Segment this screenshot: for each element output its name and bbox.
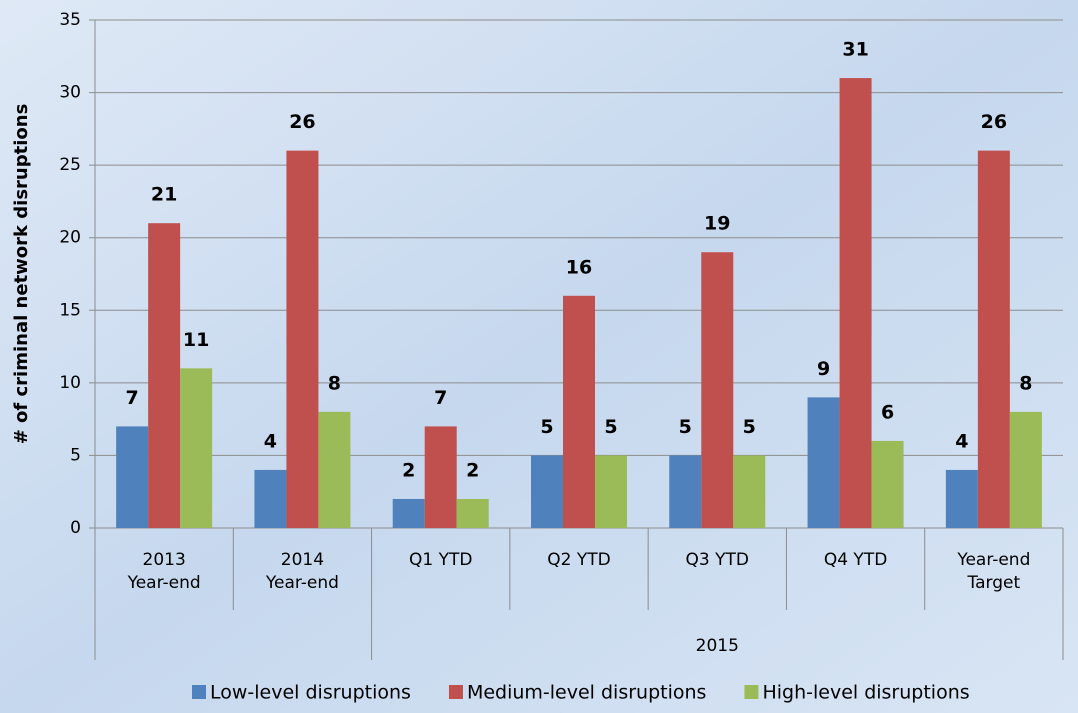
data-label: 11: [183, 329, 209, 351]
bar: [977, 150, 1010, 528]
y-tick-label: 25: [59, 155, 81, 175]
bar: [392, 498, 425, 528]
bar: [286, 150, 319, 528]
data-label: 26: [289, 111, 315, 133]
bar: [318, 411, 351, 528]
bar: [733, 455, 766, 528]
y-tick-label: 35: [59, 10, 81, 30]
data-label: 19: [704, 213, 730, 235]
data-label: 31: [842, 39, 868, 61]
y-tick-label: 15: [59, 300, 81, 320]
y-axis-label: # of criminal network disruptions: [11, 104, 32, 445]
data-label: 6: [881, 401, 894, 423]
legend-swatch: [448, 685, 463, 699]
data-label: 4: [955, 430, 968, 452]
bar: [254, 469, 287, 528]
y-tick-label: 30: [59, 83, 81, 103]
y-tick-label: 5: [70, 445, 81, 465]
legend-swatch: [192, 685, 206, 699]
bar: [563, 295, 595, 528]
bar: [595, 455, 627, 528]
legend-label: Low-level disruptions: [210, 682, 411, 704]
x-tick-label: Year-end: [127, 573, 201, 593]
bar: [531, 455, 563, 528]
data-label: 4: [264, 430, 277, 452]
bar: [945, 469, 978, 528]
y-tick-label: 10: [59, 373, 81, 393]
data-label: 8: [1019, 372, 1032, 394]
bar: [871, 440, 904, 528]
bar: [701, 252, 734, 528]
bar: [116, 426, 149, 528]
x-tick-label: Q3 YTD: [686, 550, 749, 570]
data-label: 5: [540, 416, 553, 438]
data-label: 2: [466, 459, 479, 481]
data-label: 5: [679, 416, 692, 438]
data-label: 26: [981, 111, 1007, 133]
data-label: 21: [151, 184, 177, 206]
data-label: 8: [328, 372, 341, 394]
data-label: 2: [402, 459, 415, 481]
legend-label: High-level disruptions: [762, 682, 969, 704]
x-tick-label: Q1 YTD: [409, 550, 472, 570]
x-tick-label: 2013: [143, 550, 186, 570]
bar: [839, 78, 872, 529]
bar: [148, 223, 181, 528]
bar: [1009, 411, 1042, 528]
x-tick-label: Year-end: [265, 573, 339, 593]
data-label: 16: [566, 256, 592, 278]
x-tick-label: Year-end: [956, 550, 1030, 570]
bar: [456, 498, 489, 528]
x-tick-label: Q2 YTD: [547, 550, 610, 570]
group-label: 2015: [696, 636, 739, 656]
legend-swatch: [744, 685, 759, 699]
legend-label: Medium-level disruptions: [467, 682, 707, 704]
bar: [424, 426, 457, 528]
y-tick-label: 0: [70, 518, 81, 538]
bar: [669, 455, 702, 528]
y-tick-label: 20: [59, 228, 81, 248]
data-label: 5: [604, 416, 617, 438]
data-label: 5: [743, 416, 756, 438]
bar: [807, 397, 840, 528]
data-label: 7: [126, 387, 139, 409]
x-tick-label: Target: [967, 573, 1021, 593]
x-tick-label: Q4 YTD: [824, 550, 887, 570]
data-label: 9: [817, 358, 830, 380]
bar: [180, 368, 213, 528]
data-label: 7: [434, 387, 447, 409]
x-tick-label: 2014: [281, 550, 324, 570]
